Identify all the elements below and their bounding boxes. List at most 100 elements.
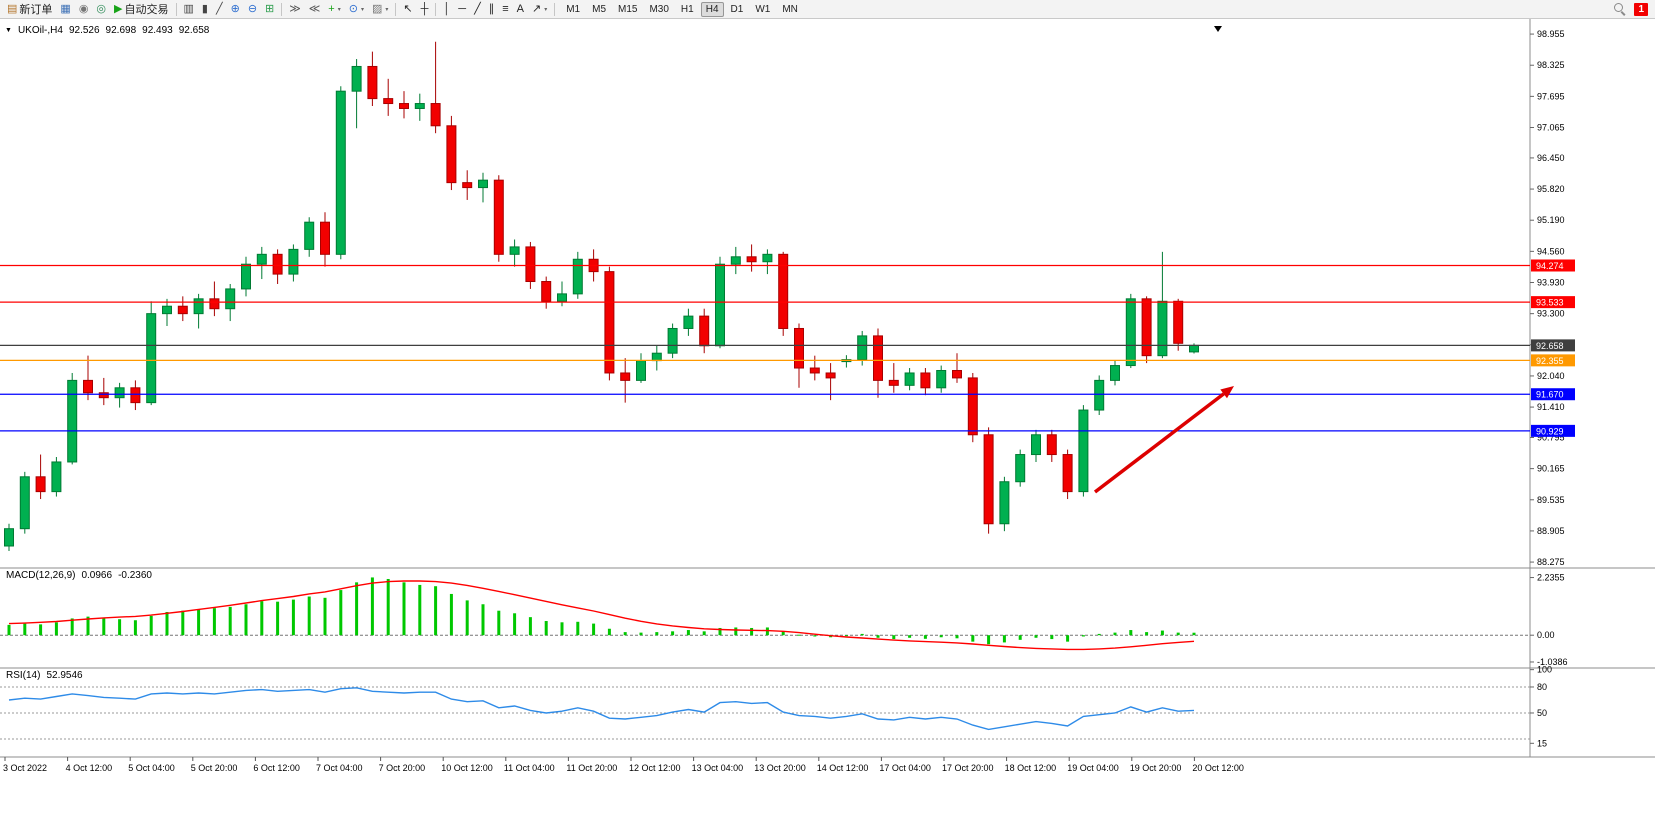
fibonacci-button[interactable]: ≡ (498, 1, 512, 18)
market-watch-button[interactable]: ▦ (56, 1, 74, 18)
text-label-button[interactable]: A (513, 1, 528, 18)
svg-text:93.930: 93.930 (1537, 278, 1565, 288)
autotrading-button[interactable]: ▶ 自动交易 (110, 1, 172, 18)
timeframe-m1[interactable]: M1 (566, 3, 581, 15)
text-icon: A (516, 2, 524, 15)
macd-signal-value: -0.2360 (118, 570, 152, 581)
svg-text:18 Oct 12:00: 18 Oct 12:00 (1005, 763, 1057, 773)
high-value: 92.698 (105, 25, 137, 36)
chart-shift-button[interactable]: ≪ (305, 1, 325, 18)
svg-text:13 Oct 04:00: 13 Oct 04:00 (692, 763, 744, 773)
svg-text:2.2355: 2.2355 (1537, 573, 1565, 583)
ohlc-toggle-icon[interactable]: ▼ (5, 26, 12, 34)
caret-down-icon: ▾ (360, 6, 364, 13)
timeframe-toolbar: M1 M5 M15 M30 H1 H4 D1 W1 MN (560, 1, 804, 17)
toolbar-separator (281, 2, 283, 16)
zoom-in-button[interactable]: ⊕ (227, 1, 244, 18)
macd-label: MACD(12,26,9) (6, 570, 76, 581)
timeframe-m5[interactable]: M5 (592, 3, 607, 15)
svg-text:6 Oct 12:00: 6 Oct 12:00 (253, 763, 300, 773)
new-order-button[interactable]: ▤ 新订单 (3, 1, 56, 18)
bar-chart-button[interactable]: ▥ (180, 1, 198, 18)
candles-layer (4, 41, 1199, 551)
timeframe-mn[interactable]: MN (782, 3, 798, 15)
toolbar-separator (435, 2, 437, 16)
svg-text:95.820: 95.820 (1537, 184, 1565, 194)
timeframe-m30[interactable]: M30 (649, 3, 669, 15)
svg-text:7 Oct 04:00: 7 Oct 04:00 (316, 763, 363, 773)
line-chart-button[interactable]: ╱ (212, 1, 227, 18)
terminal-icon: ◎ (96, 2, 107, 15)
navigator-button[interactable]: ◉ (75, 1, 93, 18)
bar-chart-icon: ▥ (183, 2, 194, 15)
svg-text:19 Oct 04:00: 19 Oct 04:00 (1067, 763, 1119, 773)
toolbar-right: 1 (1614, 2, 1652, 16)
indicators-icon: + (328, 2, 335, 15)
svg-text:94.560: 94.560 (1537, 246, 1565, 256)
price-marker-92.355 (1531, 354, 1575, 367)
svg-text:19 Oct 20:00: 19 Oct 20:00 (1130, 763, 1182, 773)
svg-text:17 Oct 20:00: 17 Oct 20:00 (942, 763, 994, 773)
auto-scroll-button[interactable]: ≫ (285, 1, 305, 18)
svg-text:90.929: 90.929 (1536, 426, 1564, 436)
rsi-line (8, 687, 1195, 731)
price-marker-94.274 (1531, 259, 1575, 272)
vertical-line-button[interactable]: │ (439, 1, 454, 18)
zoom-in-icon: ⊕ (230, 2, 240, 15)
indicators-button[interactable]: + ▾ (324, 1, 344, 18)
new-order-button-label: 新订单 (19, 4, 53, 16)
arrows-button[interactable]: ↗ ▾ (528, 1, 551, 18)
auto-scroll-icon: ≫ (289, 2, 301, 15)
svg-text:3 Oct 2022: 3 Oct 2022 (3, 763, 47, 773)
tile-windows-icon: ⊞ (265, 2, 275, 15)
chart-shift-marker[interactable] (1214, 26, 1222, 32)
svg-text:11 Oct 20:00: 11 Oct 20:00 (566, 763, 617, 773)
svg-text:92.658: 92.658 (1536, 341, 1564, 351)
svg-text:91.670: 91.670 (1536, 390, 1564, 400)
toolbar-separator (554, 2, 556, 16)
timeframe-d1[interactable]: D1 (730, 3, 744, 15)
symbol-label: UKOil-,H4 (17, 25, 63, 36)
chart-window: 98.955 98.325 97.695 97.065 96.450 95.820 95.1… (0, 19, 1655, 822)
search-icon[interactable] (1614, 3, 1626, 15)
candlestick-chart-button[interactable]: ▮ (198, 1, 212, 18)
svg-text:92.040: 92.040 (1537, 371, 1565, 381)
timeframe-w1[interactable]: W1 (755, 3, 771, 15)
trendline-button[interactable]: ╱ (470, 1, 485, 18)
timeframe-h4[interactable]: H4 (700, 1, 724, 17)
caret-down-icon: ▾ (337, 6, 341, 13)
candlestick-icon: ▮ (201, 2, 208, 15)
svg-text:0.00: 0.00 (1537, 630, 1555, 640)
svg-text:7 Oct 20:00: 7 Oct 20:00 (379, 763, 426, 773)
cursor-button[interactable]: ↖ (399, 1, 416, 18)
tile-windows-button[interactable]: ⊞ (261, 1, 278, 18)
horizontal-line-button[interactable]: ─ (454, 1, 470, 18)
svg-text:20 Oct 12:00: 20 Oct 12:00 (1192, 763, 1244, 773)
low-value: 92.493 (142, 25, 173, 36)
time-axis[interactable]: 3 Oct 2022 4 Oct 12:00 5 Oct 04:00 5 Oct 20… (3, 757, 1244, 773)
rsi-value: 52.9546 (46, 670, 83, 681)
svg-text:98.955: 98.955 (1537, 29, 1565, 39)
timeframe-m15[interactable]: M15 (618, 3, 638, 15)
svg-text:93.533: 93.533 (1536, 298, 1564, 308)
caret-down-icon: ▾ (544, 6, 548, 13)
crosshair-button[interactable]: ┼ (417, 1, 433, 18)
trend-arrow-annotation[interactable] (1093, 386, 1234, 494)
macd-signal-line (8, 580, 1195, 651)
price-axis[interactable]: 98.955 98.325 97.695 97.065 96.450 95.820 95.1… (1530, 29, 1575, 748)
svg-text:5 Oct 20:00: 5 Oct 20:00 (191, 763, 238, 773)
svg-text:-1.0386: -1.0386 (1537, 657, 1568, 667)
channel-button[interactable]: ∥ (485, 1, 499, 18)
svg-text:80: 80 (1537, 682, 1547, 692)
periods-button[interactable]: ⊙ ▾ (345, 1, 368, 18)
svg-text:15: 15 (1537, 738, 1547, 748)
terminal-button[interactable]: ◎ (92, 1, 110, 18)
close-value: 92.658 (178, 25, 210, 36)
price-marker-90.929 (1531, 424, 1575, 437)
svg-text:4 Oct 12:00: 4 Oct 12:00 (66, 763, 113, 773)
timeframe-h1[interactable]: H1 (680, 3, 694, 15)
chart-canvas[interactable]: 98.955 98.325 97.695 97.065 96.450 95.820 95.1… (0, 19, 1655, 822)
hlines-layer[interactable] (0, 264, 1530, 432)
zoom-out-button[interactable]: ⊖ (244, 1, 261, 18)
templates-button[interactable]: ▨ ▾ (368, 1, 392, 18)
